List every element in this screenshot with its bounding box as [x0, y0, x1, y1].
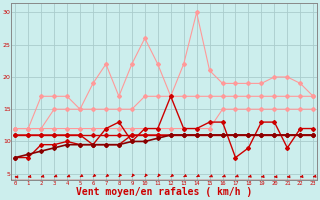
X-axis label: Vent moyen/en rafales ( km/h ): Vent moyen/en rafales ( km/h )	[76, 187, 252, 197]
